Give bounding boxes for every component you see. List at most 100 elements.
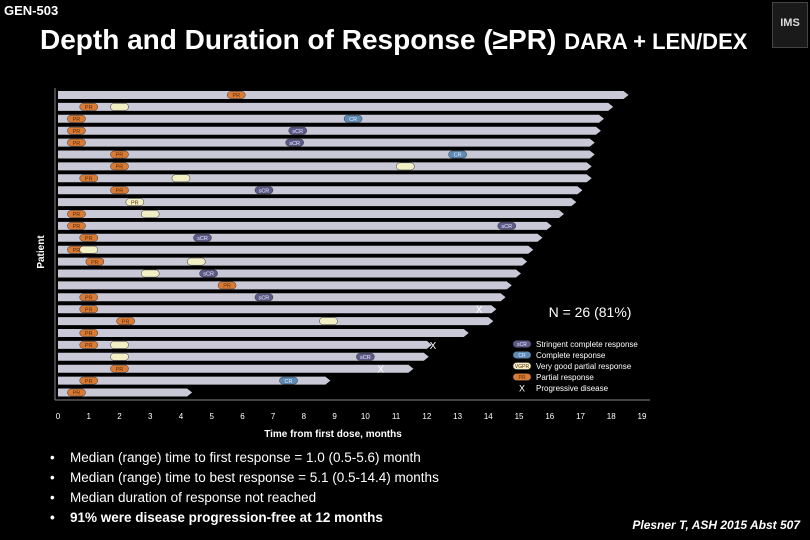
- bullet-marker: •: [50, 490, 55, 505]
- legend-swatch: [512, 340, 532, 348]
- bullet-item: • Median (range) time to best response = …: [50, 468, 439, 488]
- response-marker-label: sCR: [259, 296, 270, 302]
- bullet-marker: •: [50, 470, 55, 485]
- x-tick-label: 5: [209, 412, 214, 421]
- patient-bar: [58, 162, 592, 171]
- legend-swatch: [512, 373, 532, 381]
- response-marker-pr: [79, 341, 98, 349]
- patient-row: PR sCR: [58, 293, 506, 302]
- response-marker-scr: [193, 233, 212, 242]
- x-tick-label: 17: [576, 412, 585, 421]
- patient-bar: [58, 114, 604, 123]
- legend-label: Very good partial response: [536, 362, 632, 371]
- response-marker-cr: [279, 376, 298, 385]
- x-tick-labels: 0 1 2 3 4 5 6 7 8 9 10 11 12 13 14 15 16 17 18 19: [56, 412, 647, 421]
- response-marker-label: PR: [73, 212, 81, 218]
- response-marker-label: PR: [223, 284, 231, 290]
- x-axis-label: Time from first dose, months: [264, 429, 402, 440]
- patient-bar: [58, 257, 528, 266]
- response-marker-label: PR: [85, 177, 93, 183]
- patient-row: PR: [58, 162, 592, 171]
- patient-bar: [58, 174, 592, 183]
- bullet-marker: •: [50, 510, 55, 525]
- response-marker-label: PR: [73, 117, 81, 123]
- legend-item: VGPR Very good partial response: [512, 362, 632, 371]
- y-axis-label: Patient: [36, 235, 47, 269]
- patient-bar: [58, 317, 494, 326]
- patient-row: sCR: [58, 352, 429, 361]
- patient-bar: [58, 126, 601, 135]
- patient-row: PR: [58, 210, 565, 218]
- response-marker-label: sCR: [289, 141, 300, 147]
- swimmer-chart: PR PR PR CR PR sCR PR sCR PR CR PR PR PR sCR PR PR PR sCR…: [36, 88, 650, 440]
- legend: sCR Stringent complete response CR Complete…: [512, 340, 638, 394]
- patient-bar: [58, 102, 614, 111]
- response-marker-vgpr: [396, 162, 415, 171]
- patient-bar: [58, 376, 331, 385]
- title-main: Depth and Duration of Response (≥PR): [40, 24, 557, 55]
- x-tick-label: 19: [638, 412, 647, 421]
- patient-row: sCR: [58, 269, 521, 278]
- response-marker-label: PR: [116, 188, 124, 194]
- x-tick-label: 4: [179, 412, 184, 421]
- patient-row: PR: [58, 388, 193, 397]
- legend-item: CR Complete response: [512, 351, 606, 360]
- slide-title: Depth and Duration of Response (≥PR) DARA…: [40, 24, 747, 56]
- response-marker-label: PR: [85, 379, 93, 385]
- patient-bar: [58, 245, 534, 254]
- bullet-text: Median (range) time to first response = …: [70, 450, 421, 465]
- response-marker-scr: [254, 186, 274, 195]
- patient-row: PR: [58, 198, 577, 207]
- progression-x-mark: X: [377, 365, 384, 376]
- patient-bar: [58, 340, 432, 349]
- response-marker-label: PR: [85, 343, 93, 349]
- legend-label: Complete response: [536, 351, 606, 360]
- x-tick-label: 16: [545, 412, 554, 421]
- legend-label: Progressive disease: [536, 384, 609, 393]
- response-marker-scr: [285, 138, 304, 147]
- x-tick-label: 11: [392, 412, 401, 421]
- response-marker-label: PR: [85, 236, 93, 242]
- bullet-text: 91% were disease progression-free at 12 …: [70, 510, 383, 525]
- response-marker-label: PR: [73, 248, 81, 254]
- response-marker-vgpr: [110, 103, 129, 111]
- x-tick-label: 6: [240, 412, 245, 421]
- response-marker-vgpr: [110, 352, 129, 361]
- title-sub: DARA + LEN/DEX: [564, 29, 748, 54]
- response-marker-pr: [79, 329, 98, 337]
- patient-bar: [58, 364, 414, 373]
- legend-code: PR: [519, 375, 526, 381]
- response-marker-label: PR: [131, 200, 139, 206]
- response-marker-pr: [116, 317, 135, 325]
- response-marker-pr: [227, 91, 246, 99]
- response-marker-label: PR: [85, 296, 93, 302]
- patient-bar: [58, 198, 577, 207]
- legend-label: Partial response: [536, 373, 594, 382]
- patient-row: PR: [58, 174, 592, 183]
- legend-item: PR Partial response: [512, 373, 594, 382]
- response-marker-vgpr: [125, 198, 145, 206]
- summary-bullets: • Median (range) time to first response =…: [50, 448, 439, 528]
- response-marker-cr: [448, 150, 467, 159]
- response-marker-pr: [67, 138, 86, 147]
- response-marker-label: sCR: [203, 272, 214, 278]
- citation: Plesner T, ASH 2015 Abst 507: [632, 518, 800, 532]
- response-marker-label: sCR: [197, 236, 208, 242]
- response-marker-label: sCR: [292, 129, 303, 135]
- patient-row: PR sCR: [58, 221, 552, 230]
- progression-x-mark: X: [430, 341, 437, 352]
- response-marker-pr: [110, 364, 129, 373]
- response-marker-label: sCR: [259, 188, 270, 194]
- patient-row: PR sCR: [58, 233, 543, 242]
- response-marker-pr: [67, 222, 86, 230]
- response-marker-pr: [79, 376, 98, 385]
- patient-bar: [58, 138, 595, 147]
- response-marker-pr: [79, 305, 98, 314]
- response-marker-label: PR: [73, 224, 81, 230]
- patient-bar: [58, 91, 629, 99]
- response-marker-pr: [67, 114, 86, 123]
- patient-bar: [58, 352, 429, 361]
- response-marker-label: sCR: [360, 355, 371, 361]
- response-marker-label: PR: [91, 260, 99, 266]
- legend-item: sCR Stringent complete response: [512, 340, 638, 349]
